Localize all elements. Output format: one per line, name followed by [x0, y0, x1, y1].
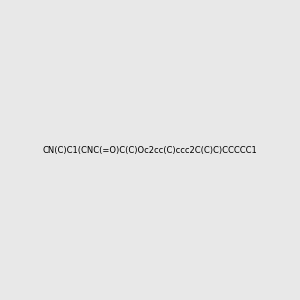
Text: CN(C)C1(CNC(=O)C(C)Oc2cc(C)ccc2C(C)C)CCCCC1: CN(C)C1(CNC(=O)C(C)Oc2cc(C)ccc2C(C)C)CCC…	[43, 146, 257, 154]
